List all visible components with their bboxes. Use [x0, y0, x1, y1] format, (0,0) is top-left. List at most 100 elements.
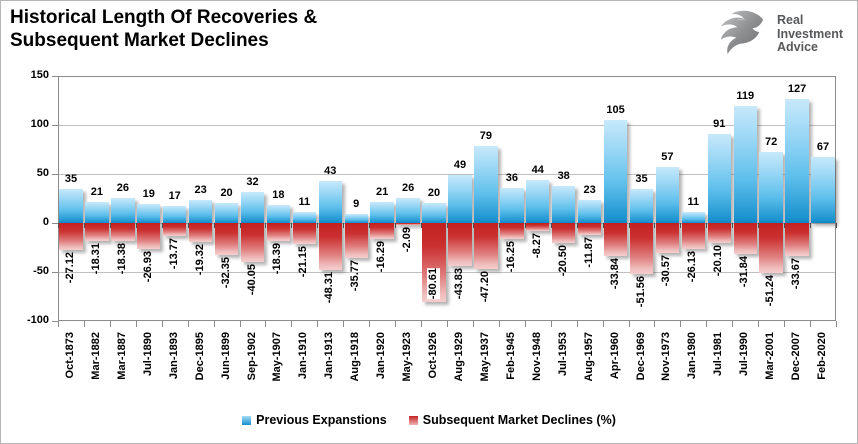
- category-axis-tick: [498, 223, 500, 228]
- bar-previous-expansion[interactable]: [370, 202, 394, 223]
- category-axis-tick: [472, 223, 474, 228]
- bar-previous-expansion[interactable]: [733, 106, 757, 223]
- bar-previous-expansion[interactable]: [137, 204, 161, 223]
- bar-previous-expansion[interactable]: [759, 152, 783, 223]
- bar-market-decline[interactable]: [344, 223, 368, 259]
- bar-previous-expansion[interactable]: [526, 179, 550, 223]
- bar-market-decline[interactable]: [240, 223, 265, 263]
- bar-previous-expansion[interactable]: [577, 200, 602, 223]
- bar-previous-expansion[interactable]: [318, 180, 342, 223]
- bar-value-label: 35: [635, 172, 648, 185]
- bar-previous-expansion[interactable]: [655, 167, 680, 223]
- bottom-axis-tick: [654, 321, 656, 327]
- bar-market-decline[interactable]: [551, 223, 576, 244]
- bar-market-decline[interactable]: [318, 223, 342, 271]
- bar-market-decline[interactable]: [500, 223, 524, 239]
- bar-market-decline[interactable]: [111, 223, 135, 241]
- y-axis-tick: [52, 321, 58, 322]
- bar-value-label: -26.93: [141, 251, 154, 283]
- bar-value-label: 26: [401, 181, 415, 194]
- bottom-axis-tick: [317, 321, 319, 327]
- category-axis-tick: [343, 223, 345, 228]
- gridline: [58, 125, 836, 126]
- bar-market-decline[interactable]: [266, 223, 291, 242]
- bar-market-decline[interactable]: [396, 223, 420, 226]
- x-axis-label: Apr-1960: [608, 332, 621, 380]
- bar-market-decline[interactable]: [214, 223, 239, 255]
- bottom-axis-tick: [395, 321, 397, 327]
- bottom-axis-tick: [810, 321, 812, 327]
- bar-previous-expansion[interactable]: [188, 200, 213, 223]
- bar-value-label: 72: [765, 136, 778, 149]
- bar-previous-expansion[interactable]: [214, 203, 239, 223]
- bar-previous-expansion[interactable]: [603, 120, 628, 223]
- bar-market-decline[interactable]: [603, 223, 628, 257]
- bar-previous-expansion[interactable]: [474, 145, 498, 223]
- bar-market-decline[interactable]: [681, 223, 706, 249]
- bar-previous-expansion[interactable]: [785, 98, 809, 223]
- bar-previous-expansion[interactable]: [266, 205, 291, 223]
- bar-market-decline[interactable]: [188, 223, 213, 242]
- bar-value-label: -33.67: [790, 257, 803, 290]
- bar-previous-expansion[interactable]: [111, 197, 135, 223]
- bar-market-decline[interactable]: [577, 223, 602, 235]
- bar-value-label: -21.15: [297, 245, 310, 277]
- bar-previous-expansion[interactable]: [59, 188, 83, 223]
- bottom-axis-tick: [291, 321, 293, 327]
- bottom-axis-tick: [58, 321, 59, 327]
- bar-previous-expansion[interactable]: [85, 202, 109, 223]
- bar-market-decline[interactable]: [759, 223, 783, 274]
- bar-value-label: -27.12: [63, 251, 76, 283]
- bar-market-decline[interactable]: [707, 223, 731, 243]
- bar-previous-expansion[interactable]: [240, 191, 265, 223]
- bar-previous-expansion[interactable]: [448, 174, 472, 223]
- category-axis-tick: [576, 223, 578, 228]
- bar-market-decline[interactable]: [137, 223, 161, 250]
- bar-market-decline[interactable]: [162, 223, 187, 237]
- bar-previous-expansion[interactable]: [396, 197, 420, 223]
- bar-market-decline[interactable]: [526, 223, 550, 232]
- bar-market-decline[interactable]: [292, 223, 317, 244]
- brand-logo-text: Real Investment Advice: [777, 14, 843, 55]
- x-axis-label: May-1937: [478, 332, 491, 382]
- bottom-axis-tick: [524, 321, 526, 327]
- x-axis-label: Nov-1973: [660, 332, 673, 381]
- bar-previous-expansion[interactable]: [811, 157, 835, 223]
- y-axis-tick: [52, 223, 58, 224]
- bar-market-decline[interactable]: [59, 223, 83, 250]
- bar-market-decline[interactable]: [370, 223, 394, 239]
- bar-previous-expansion[interactable]: [162, 206, 187, 223]
- bar-previous-expansion[interactable]: [344, 214, 368, 223]
- bar-previous-expansion[interactable]: [422, 203, 446, 223]
- bar-market-decline[interactable]: [629, 223, 654, 274]
- bar-value-label: -18.39: [271, 243, 284, 275]
- x-axis-label: Mar-1882: [89, 332, 102, 380]
- x-axis-label: Oct-1926: [427, 332, 440, 379]
- bar-value-label: 19: [142, 188, 155, 201]
- bar-previous-expansion[interactable]: [681, 212, 706, 223]
- bottom-axis-tick: [369, 321, 371, 327]
- bar-previous-expansion[interactable]: [707, 133, 731, 223]
- bottom-axis-tick: [628, 321, 630, 327]
- bar-previous-expansion[interactable]: [551, 185, 576, 223]
- x-axis-label: Jan-1893: [167, 332, 180, 380]
- bar-market-decline[interactable]: [448, 223, 472, 266]
- bar-market-decline[interactable]: [655, 223, 680, 253]
- bar-previous-expansion[interactable]: [500, 187, 524, 223]
- bar-value-label: -11.87: [582, 236, 595, 268]
- bar-value-label: -13.77: [167, 238, 180, 270]
- bar-market-decline[interactable]: [733, 223, 757, 255]
- gridline: [58, 272, 836, 273]
- brand-logo-text-line3: Advice: [777, 40, 818, 55]
- bar-value-label: 20: [427, 187, 441, 200]
- bar-market-decline[interactable]: [85, 223, 109, 241]
- bar-market-decline[interactable]: [474, 223, 498, 270]
- bar-previous-expansion[interactable]: [292, 212, 317, 223]
- bar-previous-expansion[interactable]: [629, 188, 654, 223]
- chart-title: Historical Length Of Recoveries & Subseq…: [10, 6, 317, 52]
- category-axis-tick: [758, 223, 760, 228]
- x-axis-label: May-1907: [271, 332, 284, 382]
- bottom-axis-tick: [550, 321, 552, 327]
- bar-market-decline[interactable]: [785, 223, 809, 256]
- bottom-axis-tick: [472, 321, 474, 327]
